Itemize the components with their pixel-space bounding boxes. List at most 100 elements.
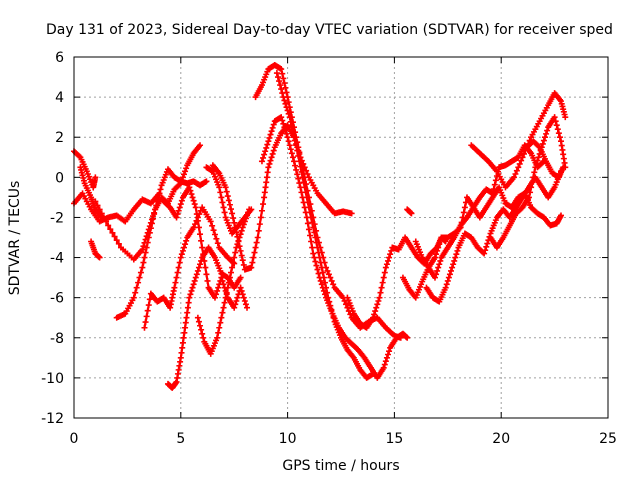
chart-title: Day 131 of 2023, Sidereal Day-to-day VTE… [46, 22, 613, 38]
data-point [197, 322, 204, 329]
data-point [307, 209, 314, 216]
data-point [266, 134, 273, 141]
data-point [277, 82, 284, 89]
data-point [238, 227, 245, 234]
data-point [216, 324, 223, 331]
data-point [258, 207, 265, 214]
data-point [313, 262, 320, 269]
data-point [219, 199, 226, 206]
data-point [192, 274, 199, 281]
data-point [330, 314, 337, 321]
data-point [194, 267, 201, 274]
data-point [237, 284, 244, 291]
data-point [294, 147, 301, 154]
series-track-6 [113, 166, 210, 321]
data-point [283, 104, 290, 111]
data-point [317, 277, 324, 284]
data-point [221, 209, 228, 216]
data-point [377, 289, 384, 296]
data-point [384, 257, 391, 264]
data-point [250, 254, 257, 261]
data-point [92, 198, 99, 205]
data-point [512, 170, 519, 177]
data-point [154, 198, 161, 205]
data-point [220, 281, 227, 288]
data-point [278, 86, 285, 93]
data-point [280, 120, 287, 127]
data-point [194, 217, 201, 224]
data-point [328, 277, 335, 284]
data-point [316, 254, 323, 261]
data-point [386, 348, 393, 355]
data-point [96, 206, 103, 213]
data-point [226, 274, 233, 281]
data-point [188, 287, 195, 294]
data-point [177, 201, 184, 208]
data-point [137, 269, 144, 276]
data-point [544, 127, 551, 134]
series-track-2 [71, 190, 163, 225]
data-point [207, 218, 214, 225]
data-point [460, 209, 467, 216]
data-point [555, 130, 562, 137]
plot-frame [73, 56, 609, 419]
data-point [143, 313, 150, 320]
data-point [98, 210, 105, 217]
data-point [446, 271, 453, 278]
data-point [197, 261, 204, 268]
data-point [519, 154, 526, 161]
data-point [556, 134, 563, 141]
data-point [289, 154, 296, 161]
data-point [215, 329, 222, 336]
data-point [371, 311, 378, 318]
data-point [386, 254, 393, 261]
data-point [147, 225, 154, 232]
data-point [144, 239, 151, 246]
data-point [263, 174, 270, 181]
data-point [285, 138, 292, 145]
data-point [146, 296, 153, 303]
data-point [231, 254, 238, 261]
data-point [284, 134, 291, 141]
data-point [157, 186, 164, 193]
data-point [197, 142, 204, 149]
data-point [190, 281, 197, 288]
data-point [408, 210, 415, 217]
data-point [520, 150, 527, 157]
data-point [304, 170, 311, 177]
data-point [292, 137, 299, 144]
data-point [252, 244, 259, 251]
data-point [237, 274, 244, 281]
x-tick-label: 5 [176, 431, 185, 447]
data-point [234, 233, 241, 240]
data-point [327, 302, 334, 309]
data-point [379, 279, 386, 286]
data-point [266, 160, 273, 167]
axis-ticks: 0 5 10 15 20 25 -12 -10 -8 -6 -4 -2 0 2 4 6 [41, 50, 617, 447]
data-point [553, 122, 560, 129]
data-point [265, 164, 272, 171]
data-point [237, 247, 244, 254]
data-point [490, 186, 497, 193]
data-point [198, 326, 205, 333]
data-point [231, 304, 238, 311]
data-point [96, 254, 103, 261]
data-point [273, 70, 280, 77]
data-point [178, 349, 185, 356]
data-point [174, 269, 181, 276]
data-point [218, 314, 225, 321]
data-point [382, 358, 389, 365]
data-point [302, 189, 309, 196]
data-point [153, 202, 160, 209]
y-tick-label: -2 [50, 210, 64, 226]
data-point [139, 246, 146, 253]
data-point [384, 351, 391, 358]
x-tick-label: 10 [279, 431, 297, 447]
data-point [219, 277, 226, 284]
data-point [254, 234, 261, 241]
data-point [297, 163, 304, 170]
data-point [235, 238, 242, 245]
data-point [203, 271, 210, 278]
y-axis-title: SDTVAR / TECUs [7, 181, 23, 296]
